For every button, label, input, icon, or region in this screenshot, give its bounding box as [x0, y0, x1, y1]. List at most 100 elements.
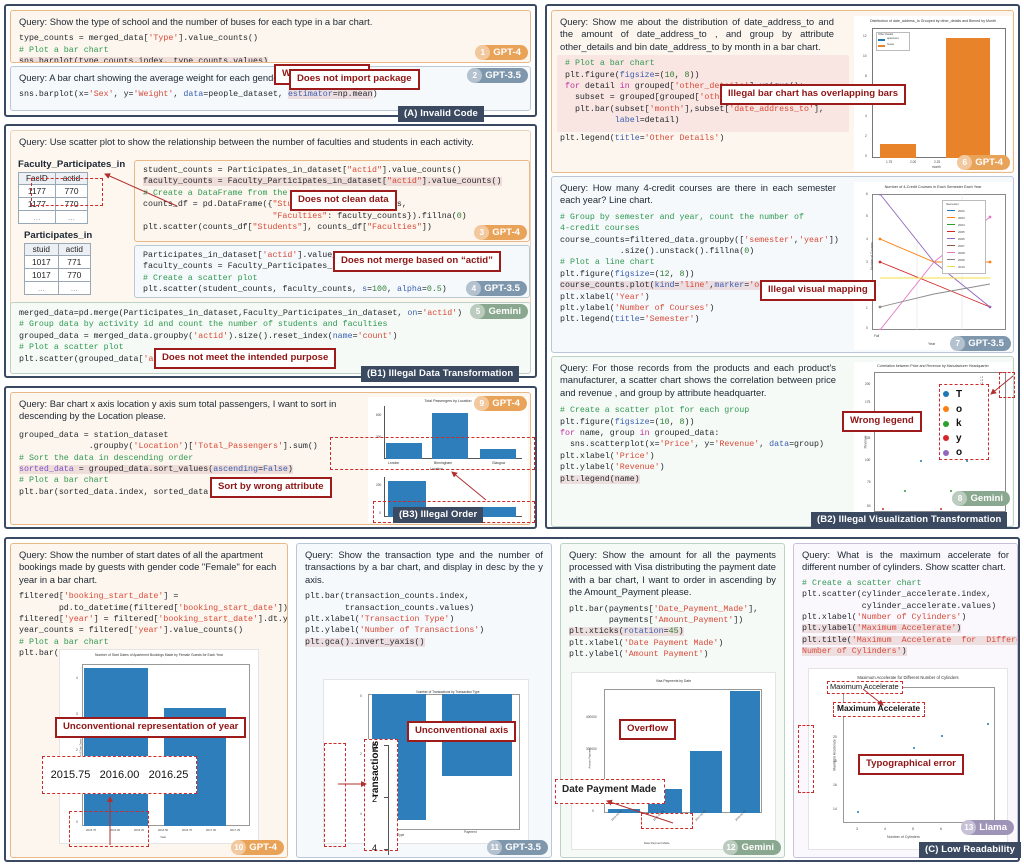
- chart-12-ytick-3: 400000: [586, 715, 597, 719]
- zoom-tick-1: 2016.00: [99, 769, 140, 781]
- badge-model-8: Gemini: [970, 493, 1003, 504]
- table-row: ... ...: [24, 281, 91, 295]
- query-text-10: Query: Show the number of start dates of…: [19, 549, 277, 585]
- chart-13-xlabel: Number of Cylinders: [887, 835, 920, 839]
- chart-7-legend: [942, 200, 986, 274]
- query-text-8: Query: For those records from the produc…: [560, 362, 836, 398]
- chart-9-title: Total Passengers by Location: [424, 399, 472, 403]
- table-0: FacID actid 1177 770 1177 770 ... ...: [18, 172, 89, 224]
- chart-7-legend-item-1: 2003: [958, 216, 965, 220]
- chart-visa-payments: Visa Payments by Date 0 200000 300000 40…: [571, 672, 776, 850]
- chart-13-ytick-3: 20: [833, 735, 837, 739]
- example-code-card-3: student_counts = Participates_in_dataset…: [134, 160, 530, 242]
- code-block-6b: plt.legend(title='Other Details'): [560, 133, 725, 143]
- badge-model-6: GPT-4: [975, 157, 1003, 168]
- chart-10-xtick-3: 2016.50: [158, 828, 169, 832]
- chart-total-passengers: Total Passengers by Location 600 200 Lon…: [368, 397, 528, 523]
- chart-6-xtick-0: 1.75: [886, 160, 893, 164]
- model-badge-10: 10 GPT-4: [231, 840, 284, 855]
- chart-11-ytick-1: 2: [360, 752, 362, 756]
- chart-7-xlabel: Year: [928, 342, 936, 346]
- chart-6-xtick-2: 2.25: [934, 160, 941, 164]
- query-text-2: Query: A bar chart showing the average w…: [19, 72, 284, 83]
- badge-number-5: 5: [470, 304, 486, 319]
- chart-booking-start-dates: Number of Start Dates of Apartment Booki…: [59, 649, 259, 844]
- chart-9-xtick-1: Birmingham: [434, 461, 453, 465]
- group-invalid-code: Query: Show the type of school and the n…: [4, 4, 537, 122]
- query-text-9: Query: Bar chart x axis location y axis …: [19, 398, 337, 422]
- chart-13-ytick-0: 14: [833, 807, 837, 811]
- cell: 1177: [18, 197, 56, 211]
- chart-7-legend-item-6: 2008: [958, 251, 965, 255]
- badge-number-13: 13: [961, 820, 977, 835]
- badge-number-6: 6: [957, 155, 973, 170]
- model-badge-8: 8 Gemini: [952, 491, 1010, 506]
- zoom-tick-2: 2016.25: [148, 769, 189, 781]
- example-card-11: Query: Show the transaction type and the…: [296, 543, 552, 858]
- chart-8-title: Correlation between Price and Revenue by…: [877, 364, 989, 368]
- example-card-1: Query: Show the type of school and the n…: [10, 10, 531, 63]
- chart-10-ytick-3: 3: [76, 712, 78, 716]
- section-label-c: (C) Low Readability: [919, 842, 1022, 858]
- cell: 1017: [24, 255, 59, 269]
- chart-7-ytick-5: 5: [866, 214, 868, 218]
- example-card-7: Query: How many 4-credit courses are the…: [551, 176, 1014, 353]
- table-row: 1017 770: [24, 268, 91, 282]
- model-badge-7: 7 GPT-3.5: [950, 336, 1011, 351]
- chart-13-xtick-0: 3: [856, 827, 858, 831]
- chart-13-xtick-1: 4: [884, 827, 886, 831]
- chart-13-point-3: [941, 735, 943, 737]
- chart-11-xtick-0: Transaction Type: [380, 833, 405, 837]
- cell: ...: [57, 281, 91, 295]
- code-block-11: plt.bar(transaction_counts.index, transa…: [305, 592, 485, 647]
- query-text-1: Query: Show the type of school and the n…: [19, 16, 373, 27]
- chart-11-title: Number of Transactions by Transaction Ty…: [416, 690, 480, 694]
- section-label-b2: (B2) Illegal Visualization Transformatio…: [811, 512, 1008, 528]
- chart-8-ytick-7: 200: [865, 382, 871, 386]
- chart-7-legend-title: Semester: [946, 202, 959, 206]
- cell: 1177: [18, 184, 56, 198]
- chart-13-point-4: [987, 723, 989, 725]
- badge-model-11: GPT-3.5: [505, 842, 541, 853]
- cell: ...: [18, 210, 56, 224]
- table-row: 1017 771: [24, 255, 91, 269]
- code-block-12: plt.bar(payments['Date_Payment_Made'], p…: [569, 604, 759, 660]
- chart-6-legend-item-0: apartment: [887, 37, 899, 40]
- badge-model-7: GPT-3.5: [968, 338, 1004, 349]
- code-block-7: # Group by semester and year, count the …: [560, 212, 839, 325]
- badge-model-2: GPT-3.5: [485, 70, 521, 81]
- chart-10-ylabel: Number of Start Dates: [79, 738, 83, 765]
- annotation-unconventional-axis: Unconventional axis: [407, 721, 517, 742]
- query-text-13: Query: What is the maximum accelerate fo…: [802, 549, 1009, 573]
- chart-10-bar-0: [84, 668, 148, 826]
- badge-number-2: 2: [467, 68, 483, 83]
- model-badge-4: 4 GPT-3.5: [466, 281, 527, 296]
- section-label-a: (A) Invalid Code: [398, 106, 484, 122]
- chart-7-legend-item-3: 2005: [958, 230, 965, 234]
- cell: 771: [57, 255, 91, 269]
- cell: 770: [57, 268, 91, 282]
- chart-7-ytick-0: 0: [866, 326, 868, 330]
- model-badge-3: 3 GPT-4: [474, 225, 527, 240]
- chart-11-ytick-0: 0: [360, 694, 362, 698]
- chart-10-ytick-4: 4: [76, 676, 78, 680]
- annotation-no-merge-actid: Does not merge based on “actid”: [333, 251, 501, 272]
- badge-number-10: 10: [231, 840, 247, 855]
- badge-model-3: GPT-4: [492, 227, 520, 238]
- model-badge-11: 11 GPT-3.5: [487, 840, 548, 855]
- table-title-1: Participates_in: [24, 230, 93, 241]
- example-card-10: Query: Show the number of start dates of…: [10, 543, 288, 858]
- chart-13-point-1: [885, 691, 887, 693]
- annotation-overlapping-bars: Illegal bar chart has overlapping bars: [720, 84, 907, 105]
- chart-10-ytick-0: 0: [76, 820, 78, 824]
- badge-number-11: 11: [487, 840, 503, 855]
- cell: ...: [24, 281, 59, 295]
- chart-10-xtick-2: 2016.25: [134, 828, 145, 832]
- example-card-8: Query: For those records from the produc…: [551, 356, 1014, 527]
- table-1-col-0: stuid: [24, 243, 59, 256]
- badge-model-4: GPT-3.5: [484, 283, 520, 294]
- badge-number-8: 8: [952, 491, 968, 506]
- chart-7-legend-item-2: 2004: [958, 223, 965, 227]
- group-illegal-visualization-transformation: Query: Show me about the distribution of…: [545, 4, 1020, 529]
